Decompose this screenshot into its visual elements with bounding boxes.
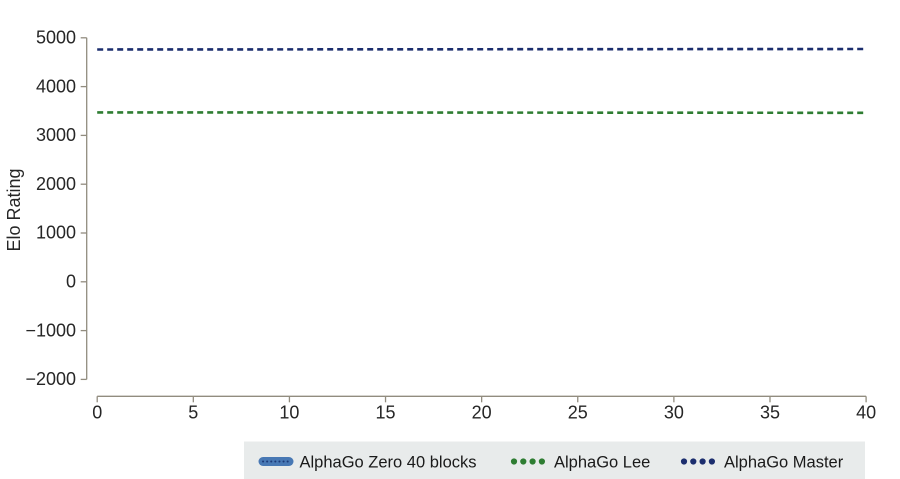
svg-text:30: 30 — [664, 403, 684, 423]
svg-text:40: 40 — [856, 403, 876, 423]
svg-text:−2000: −2000 — [25, 369, 76, 389]
svg-text:5000: 5000 — [36, 28, 76, 48]
svg-text:25: 25 — [568, 403, 588, 423]
svg-text:1000: 1000 — [36, 223, 76, 243]
svg-text:10: 10 — [279, 403, 299, 423]
svg-text:AlphaGo Master: AlphaGo Master — [724, 453, 844, 471]
svg-text:3000: 3000 — [36, 125, 76, 145]
svg-text:AlphaGo Zero 40 blocks: AlphaGo Zero 40 blocks — [300, 453, 477, 471]
svg-text:15: 15 — [376, 403, 396, 423]
svg-text:5: 5 — [188, 403, 198, 423]
svg-text:−1000: −1000 — [25, 320, 76, 340]
svg-text:0: 0 — [92, 403, 102, 423]
svg-text:2000: 2000 — [36, 174, 76, 194]
svg-text:Elo Rating: Elo Rating — [4, 168, 24, 251]
svg-text:4000: 4000 — [36, 76, 76, 96]
svg-text:35: 35 — [760, 403, 780, 423]
svg-text:AlphaGo Lee: AlphaGo Lee — [554, 453, 650, 471]
svg-text:20: 20 — [472, 403, 492, 423]
svg-text:0: 0 — [66, 272, 76, 292]
